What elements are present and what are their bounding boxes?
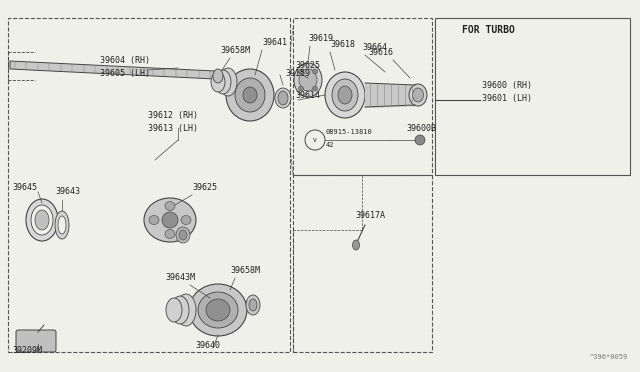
Ellipse shape: [58, 216, 66, 234]
Ellipse shape: [332, 79, 358, 111]
Ellipse shape: [189, 284, 247, 336]
Text: 39613 (LH): 39613 (LH): [148, 124, 198, 133]
Ellipse shape: [219, 68, 237, 96]
Text: 39664: 39664: [362, 43, 387, 52]
Ellipse shape: [213, 69, 223, 83]
Ellipse shape: [211, 72, 225, 92]
Ellipse shape: [176, 227, 190, 243]
Text: ^396*0059: ^396*0059: [589, 354, 628, 360]
Ellipse shape: [176, 294, 196, 326]
Text: 39625: 39625: [295, 61, 320, 70]
Circle shape: [312, 86, 317, 91]
Text: 39619: 39619: [308, 34, 333, 43]
Text: 39625: 39625: [192, 183, 217, 192]
Ellipse shape: [338, 86, 352, 104]
Ellipse shape: [26, 199, 58, 241]
Ellipse shape: [165, 230, 175, 238]
Text: 39618: 39618: [330, 40, 355, 49]
Text: FOR TURBO: FOR TURBO: [462, 25, 515, 35]
Ellipse shape: [235, 78, 265, 112]
Text: 39643M: 39643M: [165, 273, 195, 282]
Text: 39612 (RH): 39612 (RH): [148, 111, 198, 120]
Text: 39616: 39616: [368, 48, 393, 57]
Ellipse shape: [31, 205, 53, 235]
Ellipse shape: [144, 198, 196, 242]
Ellipse shape: [325, 72, 365, 118]
Ellipse shape: [198, 292, 238, 328]
Text: 39604 (RH): 39604 (RH): [100, 56, 150, 65]
Circle shape: [162, 212, 178, 228]
Text: 39159: 39159: [285, 69, 310, 78]
FancyBboxPatch shape: [16, 330, 56, 352]
Ellipse shape: [246, 295, 260, 315]
Ellipse shape: [226, 69, 274, 121]
Text: 39643: 39643: [55, 187, 80, 196]
Circle shape: [298, 86, 303, 91]
Text: 39658M: 39658M: [220, 46, 250, 55]
Text: 39605 (LH): 39605 (LH): [100, 69, 150, 78]
Text: 39658M: 39658M: [230, 266, 260, 275]
Ellipse shape: [243, 87, 257, 103]
Text: 08915-13810: 08915-13810: [326, 129, 372, 135]
Text: 39601 (LH): 39601 (LH): [482, 94, 532, 103]
Ellipse shape: [409, 84, 427, 106]
Circle shape: [312, 69, 317, 74]
Ellipse shape: [166, 298, 182, 322]
Text: 39645: 39645: [12, 183, 37, 192]
Ellipse shape: [55, 211, 69, 239]
Text: 42: 42: [326, 142, 335, 148]
Ellipse shape: [149, 215, 159, 224]
Ellipse shape: [278, 91, 288, 105]
Ellipse shape: [215, 70, 231, 94]
Circle shape: [298, 69, 303, 74]
Ellipse shape: [299, 69, 317, 91]
Ellipse shape: [35, 210, 49, 230]
Ellipse shape: [249, 299, 257, 311]
Text: 39617A: 39617A: [355, 211, 385, 220]
Ellipse shape: [206, 299, 230, 321]
Text: 39600B: 39600B: [406, 124, 436, 133]
Text: 39600 (RH): 39600 (RH): [482, 81, 532, 90]
Text: V: V: [313, 138, 317, 142]
Ellipse shape: [413, 88, 424, 102]
Ellipse shape: [179, 230, 187, 240]
Ellipse shape: [353, 240, 360, 250]
Ellipse shape: [294, 63, 322, 97]
Circle shape: [415, 135, 425, 145]
Ellipse shape: [171, 296, 189, 324]
Ellipse shape: [275, 88, 291, 108]
Text: 39640: 39640: [195, 341, 220, 350]
Text: 39209M: 39209M: [12, 346, 42, 355]
Ellipse shape: [181, 215, 191, 224]
Text: 39641: 39641: [262, 38, 287, 47]
Text: 39614: 39614: [295, 91, 320, 100]
Ellipse shape: [165, 202, 175, 211]
Polygon shape: [10, 61, 215, 79]
